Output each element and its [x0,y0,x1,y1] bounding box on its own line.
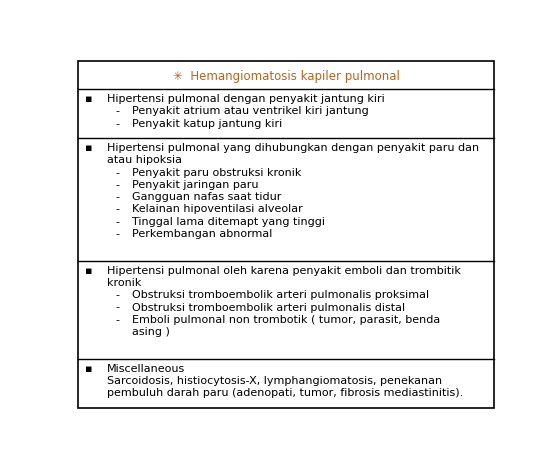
Text: Obstruksi tromboembolik arteri pulmonalis proksimal: Obstruksi tromboembolik arteri pulmonali… [132,290,430,300]
Text: -: - [116,290,119,300]
Text: -: - [116,314,119,324]
Text: Penyakit paru obstruksi kronik: Penyakit paru obstruksi kronik [132,167,302,177]
Text: Sarcoidosis, histiocytosis-X, lymphangiomatosis, penekanan: Sarcoidosis, histiocytosis-X, lymphangio… [107,375,441,385]
Text: Penyakit katup jantung kiri: Penyakit katup jantung kiri [132,119,283,128]
Text: ▪: ▪ [85,94,93,104]
Text: asing ): asing ) [132,326,170,336]
Text: Tinggal lama ditemapt yang tinggi: Tinggal lama ditemapt yang tinggi [132,216,325,226]
Text: Gangguan nafas saat tidur: Gangguan nafas saat tidur [132,192,282,202]
Text: kronik: kronik [107,277,141,288]
Text: ▪: ▪ [85,265,93,275]
Text: -: - [116,192,119,202]
Text: Hipertensi pulmonal oleh karena penyakit emboli dan trombitik: Hipertensi pulmonal oleh karena penyakit… [107,265,460,275]
Text: -: - [116,204,119,214]
Text: Kelainan hipoventilasi alveolar: Kelainan hipoventilasi alveolar [132,204,303,214]
Text: ▪: ▪ [85,363,93,373]
Text: Hipertensi pulmonal dengan penyakit jantung kiri: Hipertensi pulmonal dengan penyakit jant… [107,94,384,104]
Text: -: - [116,302,119,312]
Text: -: - [116,119,119,128]
Text: ✳  Hemangiomatosis kapiler pulmonal: ✳ Hemangiomatosis kapiler pulmonal [172,69,400,82]
Text: -: - [116,229,119,238]
Text: Emboli pulmonal non trombotik ( tumor, parasit, benda: Emboli pulmonal non trombotik ( tumor, p… [132,314,441,324]
Text: -: - [116,216,119,226]
Text: Penyakit jaringan paru: Penyakit jaringan paru [132,180,259,189]
Text: Miscellaneous: Miscellaneous [107,363,185,373]
Text: -: - [116,106,119,116]
Text: -: - [116,167,119,177]
Text: Obstruksi tromboembolik arteri pulmonalis distal: Obstruksi tromboembolik arteri pulmonali… [132,302,406,312]
Text: pembuluh darah paru (adenopati, tumor, fibrosis mediastinitis).: pembuluh darah paru (adenopati, tumor, f… [107,388,463,398]
Text: Perkembangan abnormal: Perkembangan abnormal [132,229,273,238]
Text: -: - [116,180,119,189]
Text: Hipertensi pulmonal yang dihubungkan dengan penyakit paru dan: Hipertensi pulmonal yang dihubungkan den… [107,143,479,153]
Text: ▪: ▪ [85,143,93,153]
Text: atau hipoksia: atau hipoksia [107,155,181,165]
Text: Penyakit atrium atau ventrikel kiri jantung: Penyakit atrium atau ventrikel kiri jant… [132,106,369,116]
